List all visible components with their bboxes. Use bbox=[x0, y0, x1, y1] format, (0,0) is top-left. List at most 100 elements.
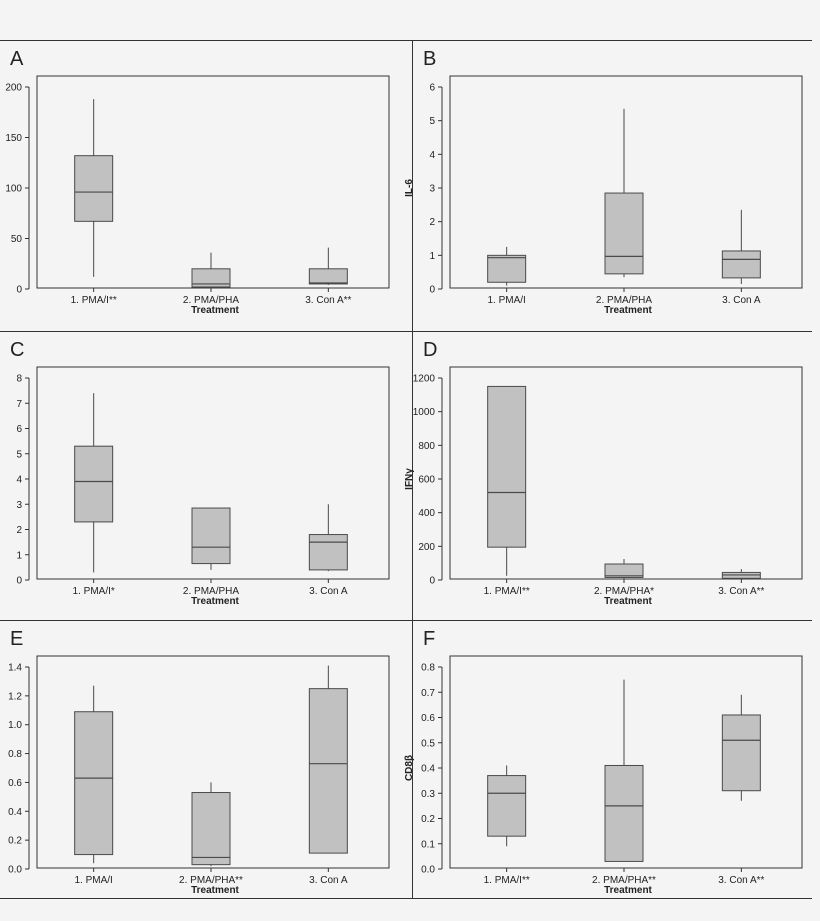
panel-f: F 0.0 0.1 0.2 0.3 0.4 0.5 0.6 0.7 0.8 CD8β 1. PMA/I… bbox=[404, 621, 820, 911]
y-tick-label: 150 bbox=[5, 133, 22, 144]
y-tick-label: 0.3 bbox=[421, 789, 435, 800]
box-iqr bbox=[487, 775, 527, 837]
y-tick-label: 0.2 bbox=[421, 814, 435, 825]
y-axis-label: IL-4 bbox=[0, 179, 2, 197]
box-iqr bbox=[74, 155, 114, 222]
x-tick-label: 1. PMA/I bbox=[74, 875, 112, 886]
y-tick-label: 0.4 bbox=[8, 807, 22, 818]
y-tick-label: 0.4 bbox=[421, 764, 435, 775]
box-iqr bbox=[308, 268, 348, 285]
y-axis-label: IL-6 bbox=[404, 179, 415, 197]
box-iqr bbox=[191, 268, 231, 288]
box-iqr bbox=[191, 792, 231, 866]
y-tick-label: 0.0 bbox=[421, 865, 435, 876]
x-axis-label: Treatment bbox=[191, 885, 239, 896]
x-tick-label: 3. Con A** bbox=[718, 586, 764, 597]
panel-letter: A bbox=[10, 48, 24, 70]
x-tick-label: 2. PMA/PHA** bbox=[179, 875, 243, 886]
chart-panel-d: D 0 200 400 600 800 1000 1200 IFNγ 1. PMA/I** 2. P… bbox=[404, 339, 803, 607]
y-tick-label: 3 bbox=[16, 500, 22, 511]
y-tick-label: 2 bbox=[429, 217, 435, 228]
y-axis-label: IL-10 bbox=[0, 467, 2, 491]
box-iqr bbox=[191, 507, 231, 565]
plot-frame bbox=[449, 75, 803, 289]
chart-panel-c: C 0 1 2 3 4 5 6 7 8 IL-10 1. PMA/I* 2. PMA/PHA 3. Con… bbox=[0, 339, 390, 607]
y-tick-label: 5 bbox=[429, 116, 435, 127]
y-tick-label: 4 bbox=[429, 150, 435, 161]
x-tick-label: 2. PMA/PHA** bbox=[592, 875, 656, 886]
chart-panel-b: B 0 1 2 3 4 5 6 IL-6 1. PMA/I 2. PMA/PHA 3. Con A Tr… bbox=[404, 48, 803, 316]
box-iqr bbox=[74, 445, 114, 523]
y-tick-label: 0.2 bbox=[8, 836, 22, 847]
y-tick-label: 0.5 bbox=[421, 738, 435, 749]
y-axis-label: CD8β bbox=[404, 755, 415, 781]
x-tick-label: 3. Con A** bbox=[305, 295, 351, 306]
x-tick-label: 2. PMA/PHA bbox=[596, 295, 652, 306]
plot-frame bbox=[36, 366, 390, 580]
y-tick-label: 3 bbox=[429, 184, 435, 195]
y-tick-label: 4 bbox=[16, 475, 22, 486]
top-rule bbox=[0, 40, 812, 41]
y-tick-label: 0.6 bbox=[8, 778, 22, 789]
x-tick-label: 2. PMA/PHA bbox=[183, 295, 239, 306]
box-iqr bbox=[721, 714, 761, 792]
box-iqr bbox=[308, 534, 348, 571]
panel-letter: E bbox=[10, 628, 23, 650]
y-tick-label: 0.7 bbox=[421, 688, 435, 699]
panel-b: B 0 1 2 3 4 5 6 IL-6 1. PMA/I 2. PMA/PHA 3. Con A Tr… bbox=[404, 41, 820, 331]
bottom-rule bbox=[0, 898, 812, 899]
x-tick-label: 2. PMA/PHA* bbox=[594, 586, 654, 597]
box-iqr bbox=[487, 254, 527, 283]
x-tick-label: 3. Con A bbox=[722, 295, 761, 306]
x-tick-label: 3. Con A bbox=[309, 875, 348, 886]
y-axis-label: CD4 bbox=[0, 758, 2, 778]
plot-frame bbox=[36, 75, 390, 289]
y-tick-label: 0 bbox=[429, 285, 435, 296]
y-tick-label: 5 bbox=[16, 449, 22, 460]
panel-d: D 0 200 400 600 800 1000 1200 IFNγ 1. PMA/I** 2. P… bbox=[404, 332, 820, 622]
y-axis-label: IFNγ bbox=[404, 468, 415, 490]
y-tick-label: 0.6 bbox=[421, 713, 435, 724]
y-tick-label: 7 bbox=[16, 399, 22, 410]
y-tick-label: 0.8 bbox=[8, 749, 22, 760]
y-tick-label: 600 bbox=[418, 475, 435, 486]
x-tick-label: 3. Con A** bbox=[718, 875, 764, 886]
y-tick-label: 50 bbox=[11, 234, 23, 245]
chart-panel-e: E 0.0 0.2 0.4 0.6 0.8 1.0 1.2 1.4 CD4 1. PMA/I 2. P… bbox=[0, 628, 390, 896]
panel-a: A 0 50 100 150 200 IL-4 1. PMA/I** 2. PMA/PHA 3. … bbox=[0, 41, 410, 331]
x-tick-label: 3. Con A bbox=[309, 586, 348, 597]
y-tick-label: 0 bbox=[429, 576, 435, 587]
panel-letter: C bbox=[10, 339, 24, 361]
x-tick-label: 1. PMA/I* bbox=[73, 586, 115, 597]
y-tick-label: 0.1 bbox=[421, 839, 435, 850]
y-tick-label: 800 bbox=[418, 441, 435, 452]
x-tick-label: 1. PMA/I bbox=[487, 295, 525, 306]
box-iqr bbox=[604, 764, 644, 862]
x-axis-label: Treatment bbox=[191, 596, 239, 607]
y-tick-label: 6 bbox=[429, 83, 435, 94]
y-tick-label: 1.0 bbox=[8, 720, 22, 731]
x-axis-label: Treatment bbox=[191, 305, 239, 316]
plot-frame bbox=[449, 655, 803, 869]
chart-panel-a: A 0 50 100 150 200 IL-4 1. PMA/I** 2. PMA/PHA 3. … bbox=[0, 48, 390, 316]
x-tick-label: 1. PMA/I** bbox=[71, 295, 117, 306]
y-tick-label: 2 bbox=[16, 525, 22, 536]
y-tick-label: 0.0 bbox=[8, 865, 22, 876]
y-tick-label: 1200 bbox=[413, 374, 436, 385]
y-tick-label: 1 bbox=[16, 550, 22, 561]
x-tick-label: 1. PMA/I** bbox=[484, 875, 530, 886]
y-tick-label: 100 bbox=[5, 184, 22, 195]
y-tick-label: 8 bbox=[16, 374, 22, 385]
x-tick-label: 2. PMA/PHA bbox=[183, 586, 239, 597]
y-tick-label: 1.2 bbox=[8, 691, 22, 702]
y-tick-label: 0 bbox=[16, 576, 22, 587]
y-tick-label: 200 bbox=[418, 542, 435, 553]
panel-letter: D bbox=[423, 339, 437, 361]
row-divider-1 bbox=[0, 331, 812, 332]
chart-panel-f: F 0.0 0.1 0.2 0.3 0.4 0.5 0.6 0.7 0.8 CD8β 1. PMA/I… bbox=[404, 628, 803, 896]
row-divider-2 bbox=[0, 620, 812, 621]
box-iqr bbox=[74, 711, 114, 856]
box-iqr bbox=[308, 688, 348, 854]
column-divider bbox=[412, 40, 413, 898]
